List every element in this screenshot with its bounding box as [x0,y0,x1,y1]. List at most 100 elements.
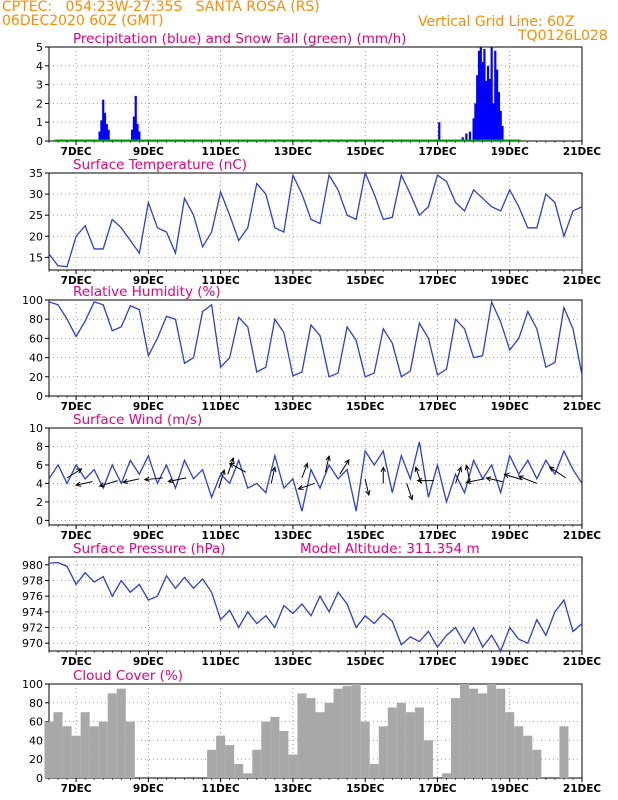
precip-xtick-label: 13DEC [274,146,313,158]
temp-ytick-label: 20 [29,230,43,243]
cloud-bar [532,749,542,778]
precip-bar [483,48,486,141]
precip-bar [138,131,141,141]
pres-xtick-label: 11DEC [202,656,241,668]
wind-arrow [229,462,247,473]
cloud-bar [243,773,253,778]
cloud-ytick-label: 0 [36,772,43,785]
cloud-bar [360,721,370,778]
wind-arrow [465,465,471,482]
wind-arrow-head [167,478,174,484]
precip-bar [468,131,472,141]
precip-bar [438,122,441,141]
pres-note: Model Altitude: 311.354 m [300,541,480,557]
wind-arrow [406,483,413,500]
cloud-bar [71,735,81,778]
precip-bar [486,65,490,141]
wind-arrow [227,457,234,475]
cloud-ytick-label: 100 [22,678,43,691]
cloud-bar [270,716,280,778]
precip-bar [499,110,502,141]
cloud-bar [369,763,379,778]
wind-arrow [123,478,140,483]
precip-bar [497,92,500,141]
rh-xtick-label: 21DEC [563,401,602,413]
precip-ytick-label: 3 [36,79,43,92]
precip-xtick-label: 19DEC [491,146,530,158]
rh-ytick-label: 0 [36,390,43,403]
cloud-xtick-label: 21DEC [563,783,602,795]
wind-arrow [301,463,308,479]
temp-xtick-label: 17DEC [418,275,457,287]
cloud-xtick-label: 15DEC [346,783,385,795]
temp-ytick-label: 30 [29,188,43,201]
wind-arrow [518,475,538,484]
cloud-bar [225,745,235,778]
grid-line-note: Vertical Grid Line: 60Z [418,14,575,30]
wind-arrow [504,473,523,481]
cloud-bar [234,763,244,778]
cloud-bar [387,707,397,778]
cloud-bar [288,754,298,778]
cloud-bar [89,726,99,778]
wind-arrow [144,477,163,481]
wind-arrow [270,467,276,484]
cloud-bar [297,693,307,778]
cloud-bar [279,731,289,778]
cloud-bar [559,726,569,778]
precip-ytick-label: 1 [36,116,43,129]
wind-arrow [324,456,330,473]
wind-ytick-label: 6 [36,459,43,472]
pres-title: Surface Pressure (hPa) [73,541,226,557]
precip-bar [102,99,105,141]
wind-xtick-label: 7DEC [61,530,92,542]
precip-bar [476,75,479,141]
temp-xtick-label: 13DEC [274,275,313,287]
wind-ytick-label: 8 [36,440,43,453]
precip-bar [490,47,493,141]
cloud-bar [351,684,361,778]
cloud-bar [451,698,461,778]
wind-arrow [298,482,315,490]
precip-bar [501,125,504,141]
cloud-bar [342,685,352,778]
cloud-bar [315,712,325,778]
wind-arrow-head [485,476,492,482]
wind-arrow [549,466,567,479]
precip-bar [134,95,137,141]
cloud-bar [441,773,452,778]
cloud-bar [333,688,343,778]
pres-ytick-label: 970 [22,637,43,650]
rh-line [48,299,583,378]
temp-ytick-label: 15 [29,251,43,264]
pres-line [48,561,583,653]
cloud-xtick-label: 13DEC [274,783,313,795]
precip-ytick-label: 5 [36,41,43,54]
wind-line [48,441,583,512]
cloud-bar [306,698,316,778]
cloud-ytick-label: 60 [29,716,43,729]
cloud-bar [62,726,72,778]
precip-bar [107,129,110,141]
wind-xtick-label: 17DEC [418,530,457,542]
wind-frame [48,427,583,526]
precip-bar [479,47,482,141]
cloud-bar [53,712,63,778]
cloud-ytick-label: 40 [29,734,43,747]
cloud-bar [460,684,470,778]
rh-ytick-label: 20 [29,371,43,384]
cloud-bar [44,721,54,778]
precip-xtick-label: 7DEC [61,146,92,158]
precip-bar [132,116,136,141]
cloud-bar [487,684,497,778]
pres-xtick-label: 9DEC [133,656,164,668]
cloud-bar [396,702,406,778]
cloud-bar [116,688,126,778]
cloud-bar [207,749,217,778]
wind-arrow-head [416,478,423,484]
precip-bar [477,50,481,142]
wind-arrow-head [220,468,226,476]
wind-arrow-head [229,456,235,464]
pres-xtick-label: 13DEC [274,656,313,668]
cloud-bar [514,726,524,778]
